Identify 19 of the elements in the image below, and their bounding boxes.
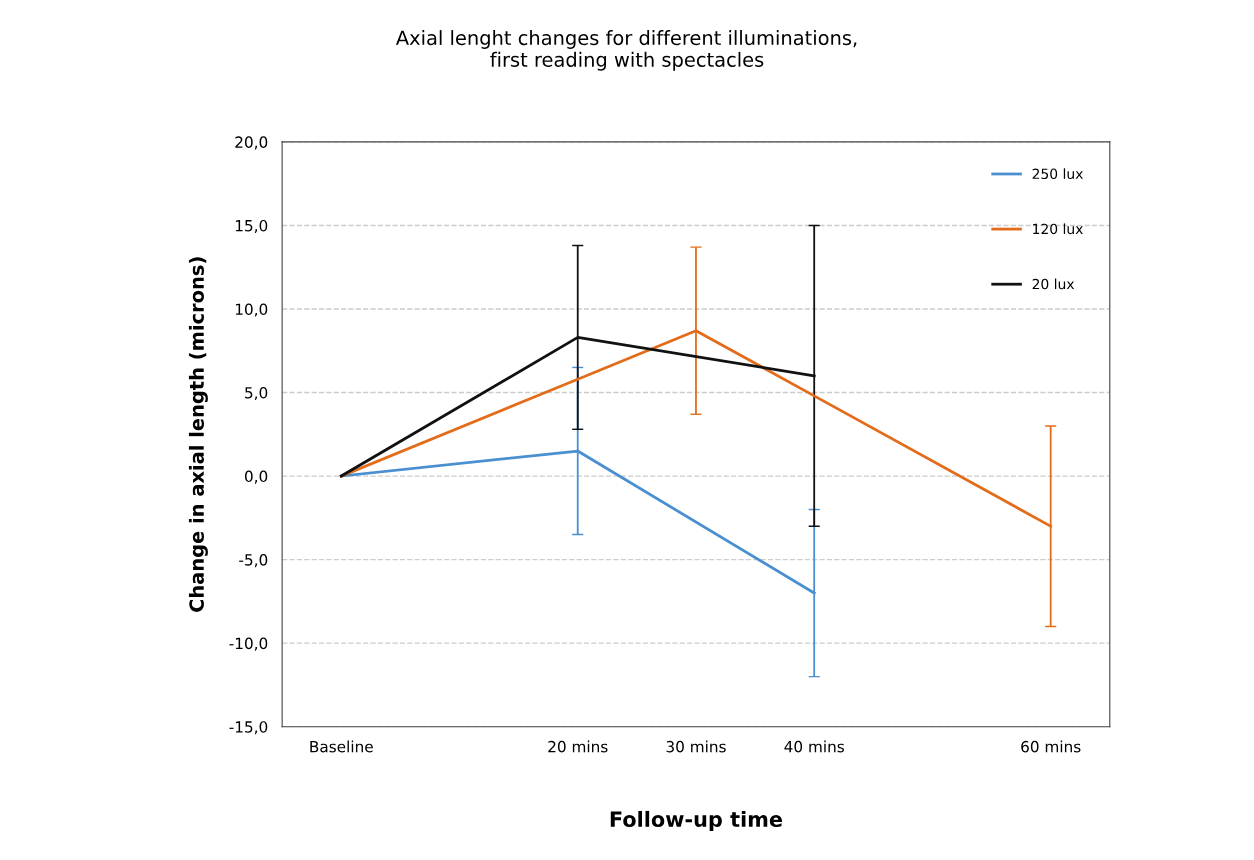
y-tick-label: -15,0 [229, 721, 268, 735]
y-axis-title: Change in axial length (microns) [188, 257, 208, 612]
y-tick-label: 10,0 [235, 303, 268, 317]
legend-label: 20 lux [1032, 278, 1075, 290]
x-tick-label: 20 mins [548, 740, 608, 753]
y-tick-label: 5,0 [245, 386, 268, 401]
y-tick-label: 15,0 [235, 219, 268, 234]
x-axis-title: Follow-up time [610, 810, 783, 832]
y-tick-label: -10,0 [229, 637, 268, 651]
y-tick-label: 0,0 [244, 470, 268, 484]
y-tick-label: -5,0 [239, 554, 268, 568]
x-tick-label: Baseline [310, 740, 373, 753]
legend-label: 250 lux [1032, 168, 1083, 180]
x-tick-label: 30 mins [666, 740, 726, 753]
y-tick-label: 20,0 [235, 136, 268, 150]
chart-title: Axial lenght changes for different illuminations, first reading with spectacles [395, 30, 857, 71]
x-tick-label: 60 mins [1021, 740, 1081, 753]
x-tick-label: 40 mins [784, 740, 844, 753]
legend-label: 120 lux [1033, 223, 1083, 235]
